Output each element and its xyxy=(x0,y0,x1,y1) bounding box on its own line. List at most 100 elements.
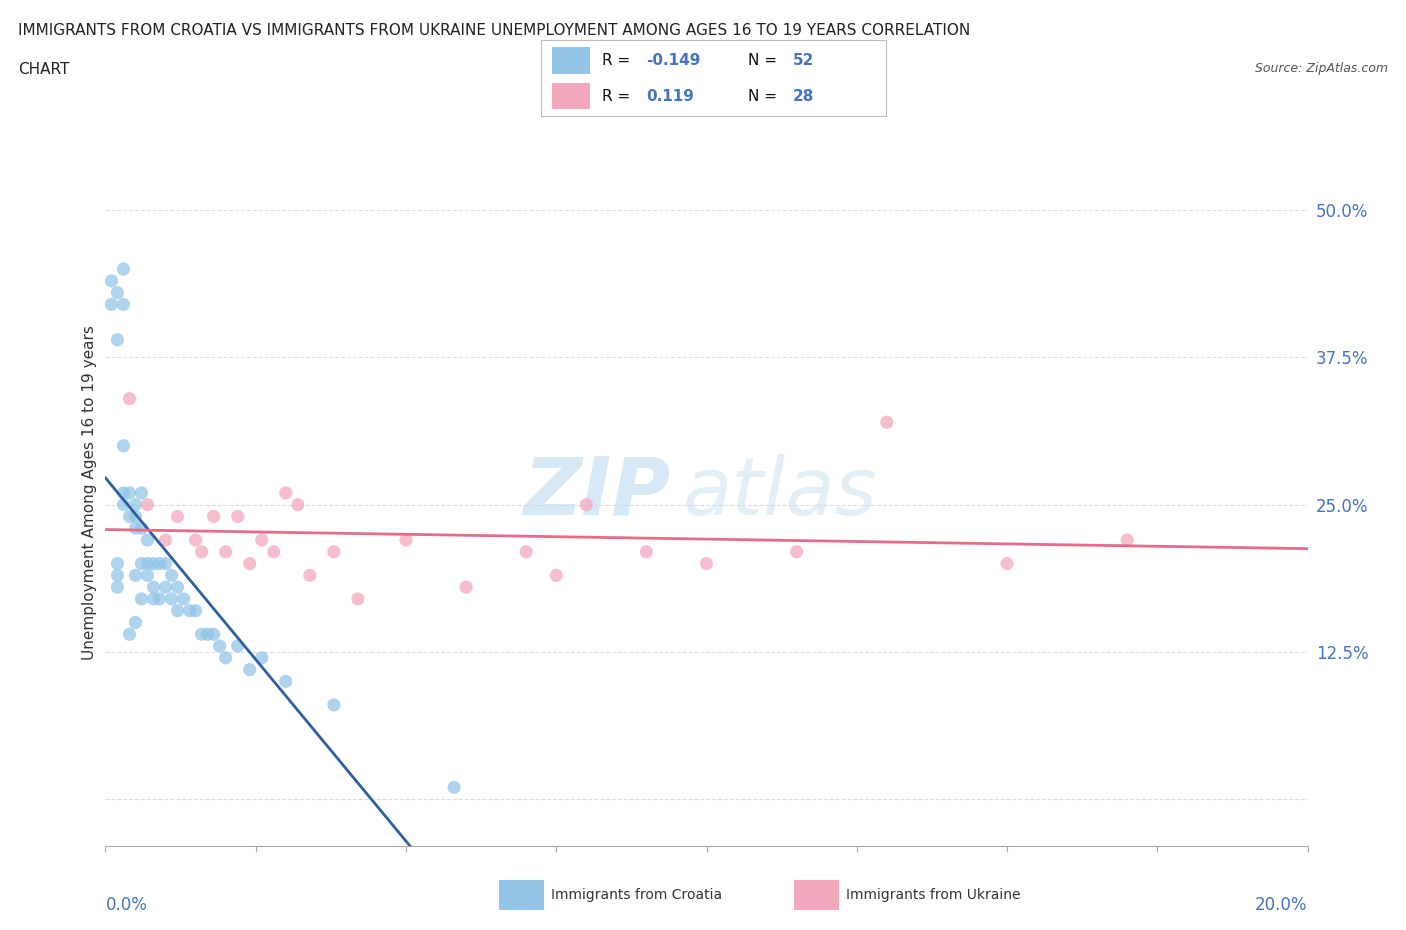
Text: Immigrants from Ukraine: Immigrants from Ukraine xyxy=(846,887,1021,902)
Point xyxy=(636,544,658,559)
Text: CHART: CHART xyxy=(18,62,70,77)
Point xyxy=(274,674,297,689)
Point xyxy=(274,485,297,500)
Point xyxy=(443,780,465,795)
Point xyxy=(347,591,370,606)
Text: Source: ZipAtlas.com: Source: ZipAtlas.com xyxy=(1254,62,1388,75)
Point xyxy=(546,568,568,583)
Point xyxy=(142,591,165,606)
Point xyxy=(263,544,285,559)
Point xyxy=(208,639,231,654)
Point xyxy=(131,556,153,571)
Point xyxy=(107,286,129,300)
Point xyxy=(190,627,212,642)
Point xyxy=(179,604,201,618)
Point xyxy=(322,698,344,712)
Text: R =: R = xyxy=(602,53,634,68)
Point xyxy=(112,485,135,500)
Point xyxy=(124,498,146,512)
Point xyxy=(166,579,188,594)
Point xyxy=(136,498,159,512)
Point xyxy=(155,579,177,594)
Point xyxy=(118,627,141,642)
Point xyxy=(112,261,135,276)
Point xyxy=(112,438,135,453)
Text: 0.119: 0.119 xyxy=(647,88,695,103)
Point xyxy=(112,297,135,312)
Point xyxy=(166,509,188,524)
Point xyxy=(155,533,177,548)
Point xyxy=(202,509,225,524)
Text: R =: R = xyxy=(602,88,640,103)
Point xyxy=(124,509,146,524)
Point xyxy=(100,273,122,288)
Point xyxy=(184,604,207,618)
Point xyxy=(118,392,141,406)
FancyBboxPatch shape xyxy=(551,83,589,110)
Point xyxy=(142,579,165,594)
Point xyxy=(155,556,177,571)
Point xyxy=(250,533,273,548)
Point xyxy=(118,485,141,500)
Text: atlas: atlas xyxy=(682,454,877,532)
Point xyxy=(322,544,344,559)
Point xyxy=(786,544,808,559)
Point xyxy=(112,498,135,512)
Text: 28: 28 xyxy=(793,88,814,103)
Point xyxy=(160,568,183,583)
Point xyxy=(184,533,207,548)
Point xyxy=(995,556,1018,571)
Point xyxy=(160,591,183,606)
Point xyxy=(136,568,159,583)
Text: IMMIGRANTS FROM CROATIA VS IMMIGRANTS FROM UKRAINE UNEMPLOYMENT AMONG AGES 16 TO: IMMIGRANTS FROM CROATIA VS IMMIGRANTS FR… xyxy=(18,23,970,38)
Point xyxy=(148,556,170,571)
Point xyxy=(124,615,146,630)
Text: -0.149: -0.149 xyxy=(647,53,700,68)
Point xyxy=(395,533,418,548)
Point xyxy=(190,544,212,559)
Point xyxy=(124,568,146,583)
Point xyxy=(226,509,249,524)
Point xyxy=(118,509,141,524)
Point xyxy=(136,533,159,548)
Point xyxy=(298,568,321,583)
Point xyxy=(148,591,170,606)
Point xyxy=(696,556,718,571)
Point xyxy=(202,627,225,642)
Text: N =: N = xyxy=(748,53,782,68)
Point xyxy=(226,639,249,654)
Point xyxy=(214,650,236,665)
Point xyxy=(239,556,262,571)
Point xyxy=(575,498,598,512)
Point xyxy=(136,556,159,571)
Text: ZIP: ZIP xyxy=(523,454,671,532)
Point xyxy=(173,591,195,606)
Point xyxy=(287,498,309,512)
Point xyxy=(239,662,262,677)
Point xyxy=(107,332,129,347)
Text: 52: 52 xyxy=(793,53,814,68)
Text: 0.0%: 0.0% xyxy=(105,896,148,914)
Y-axis label: Unemployment Among Ages 16 to 19 years: Unemployment Among Ages 16 to 19 years xyxy=(82,326,97,660)
Text: N =: N = xyxy=(748,88,782,103)
Point xyxy=(166,604,188,618)
Point xyxy=(142,556,165,571)
Point xyxy=(876,415,898,430)
Point xyxy=(107,556,129,571)
Point xyxy=(107,579,129,594)
FancyBboxPatch shape xyxy=(551,46,589,73)
Text: Immigrants from Croatia: Immigrants from Croatia xyxy=(551,887,723,902)
Point xyxy=(515,544,537,559)
Point xyxy=(250,650,273,665)
Point xyxy=(100,297,122,312)
Point xyxy=(1116,533,1139,548)
Point xyxy=(131,521,153,536)
Point xyxy=(454,579,477,594)
Text: 20.0%: 20.0% xyxy=(1256,896,1308,914)
Point xyxy=(131,591,153,606)
Point xyxy=(214,544,236,559)
Point xyxy=(131,485,153,500)
Point xyxy=(124,521,146,536)
Point xyxy=(197,627,219,642)
Point xyxy=(107,568,129,583)
